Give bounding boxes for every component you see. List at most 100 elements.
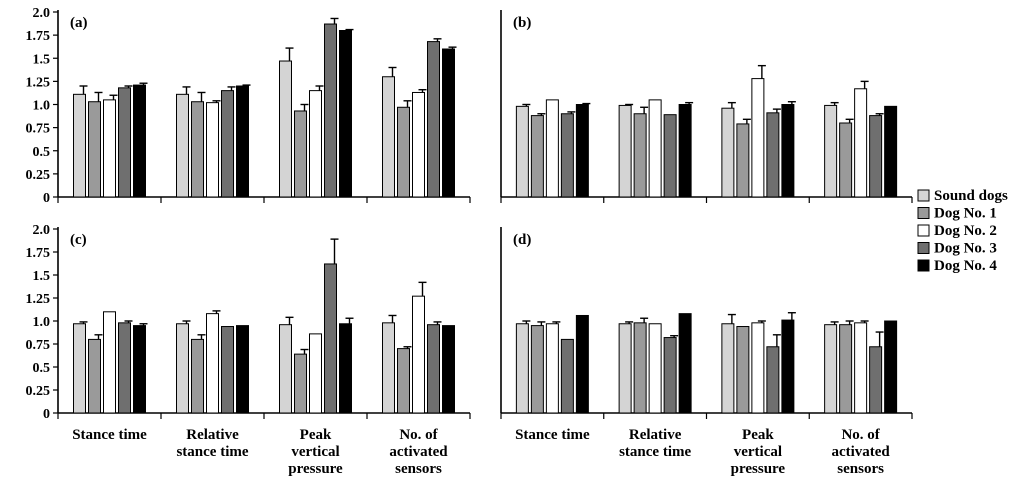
bar	[839, 122, 853, 198]
x-category-label: Peak vertical pressure	[288, 427, 343, 477]
bar	[884, 105, 898, 198]
bar	[751, 78, 765, 198]
bar	[663, 114, 677, 198]
bar	[294, 110, 307, 198]
bar	[530, 115, 544, 198]
x-category-label-line: pressure	[731, 461, 786, 477]
bar	[339, 323, 352, 414]
y-tick-label: 1.75	[26, 246, 51, 261]
x-category-label: Stance time	[72, 427, 147, 443]
bar	[382, 76, 395, 198]
bar	[648, 99, 662, 198]
x-category-label-line: Relative	[186, 427, 239, 443]
panel-label: (d)	[513, 232, 531, 248]
bar	[736, 123, 750, 198]
bar	[575, 104, 589, 198]
y-tick-label: 1.5	[33, 269, 51, 284]
legend-swatch	[917, 207, 930, 219]
bar	[73, 323, 86, 414]
bar	[618, 323, 632, 414]
bar	[515, 323, 529, 414]
bar	[824, 324, 838, 414]
bar	[575, 314, 589, 414]
legend-swatch	[917, 189, 930, 202]
y-tick-label: 2.0	[33, 223, 51, 238]
bar	[854, 88, 868, 198]
bar	[118, 322, 131, 414]
bar	[869, 115, 883, 198]
bar	[103, 99, 116, 198]
panel-label: (a)	[70, 15, 88, 31]
y-tick-label: 0	[43, 407, 50, 422]
legend-swatch	[917, 242, 930, 254]
bar	[133, 84, 146, 198]
x-category-label: Peak vertical pressure	[731, 427, 786, 477]
x-category-label-line: vertical	[734, 444, 782, 460]
bar	[678, 313, 692, 414]
x-category-label: No. of activated sensors	[389, 427, 448, 477]
bar	[324, 263, 337, 414]
y-tick-label: 1.0	[33, 99, 51, 114]
bar	[133, 325, 146, 414]
x-category-label-line: No. of	[841, 427, 880, 443]
bar	[678, 104, 692, 198]
bar	[191, 101, 204, 198]
bar	[279, 324, 292, 414]
bar	[663, 337, 677, 414]
bar	[294, 353, 307, 414]
panel-label: (b)	[513, 15, 531, 31]
bar	[545, 99, 559, 198]
bar	[781, 104, 795, 198]
x-category-label-line: Peak	[742, 427, 774, 443]
bar	[721, 107, 735, 198]
legend-swatch	[917, 259, 930, 272]
x-category-label-line: Peak	[300, 427, 332, 443]
bar	[442, 325, 455, 414]
y-tick-label: 0.5	[33, 361, 51, 376]
bar	[530, 325, 544, 414]
bar	[884, 320, 898, 414]
bar	[309, 333, 322, 414]
bar	[412, 295, 425, 414]
bar	[206, 313, 219, 414]
bar	[339, 30, 352, 198]
bar	[721, 323, 735, 414]
x-category-label-line: sensors	[837, 461, 884, 477]
y-tick-label: 1.75	[26, 29, 51, 44]
chart-panel-c: 0 0.25 0.5 0.75 1.0 1.25 1.5 1.75 2.0 Stance time…	[26, 223, 471, 477]
bar	[88, 338, 101, 414]
x-category-label-line: vertical	[291, 444, 339, 460]
bar	[103, 311, 116, 414]
x-category-label: No. of activated sensors	[831, 427, 890, 477]
y-tick-label: 0.5	[33, 145, 51, 160]
bar	[839, 324, 853, 414]
bar	[309, 90, 322, 198]
bar	[442, 48, 455, 198]
bar	[397, 348, 410, 414]
x-category-label-line: sensors	[395, 461, 442, 477]
bar	[515, 105, 529, 198]
bar	[382, 322, 395, 414]
bar	[73, 93, 86, 198]
bar	[236, 325, 249, 414]
y-tick-label: 2.0	[33, 6, 51, 21]
bar	[648, 323, 662, 414]
bar	[221, 90, 234, 198]
bar	[854, 322, 868, 414]
bar	[191, 338, 204, 414]
bar	[176, 93, 189, 198]
panel-label: (c)	[70, 232, 87, 248]
bar	[560, 338, 574, 414]
x-category-label-line: Stance time	[515, 427, 590, 443]
bar	[88, 101, 101, 198]
bar	[236, 85, 249, 198]
x-category-label-line: Relative	[629, 427, 682, 443]
bar	[397, 106, 410, 198]
bar	[412, 91, 425, 198]
bar	[633, 322, 647, 414]
chart-panel-d: Stance time Relative stance time Peak vertic…	[500, 227, 913, 477]
bar	[633, 113, 647, 198]
chart-panel-b: (b)	[500, 10, 913, 203]
x-category-label-line: stance time	[619, 444, 691, 460]
